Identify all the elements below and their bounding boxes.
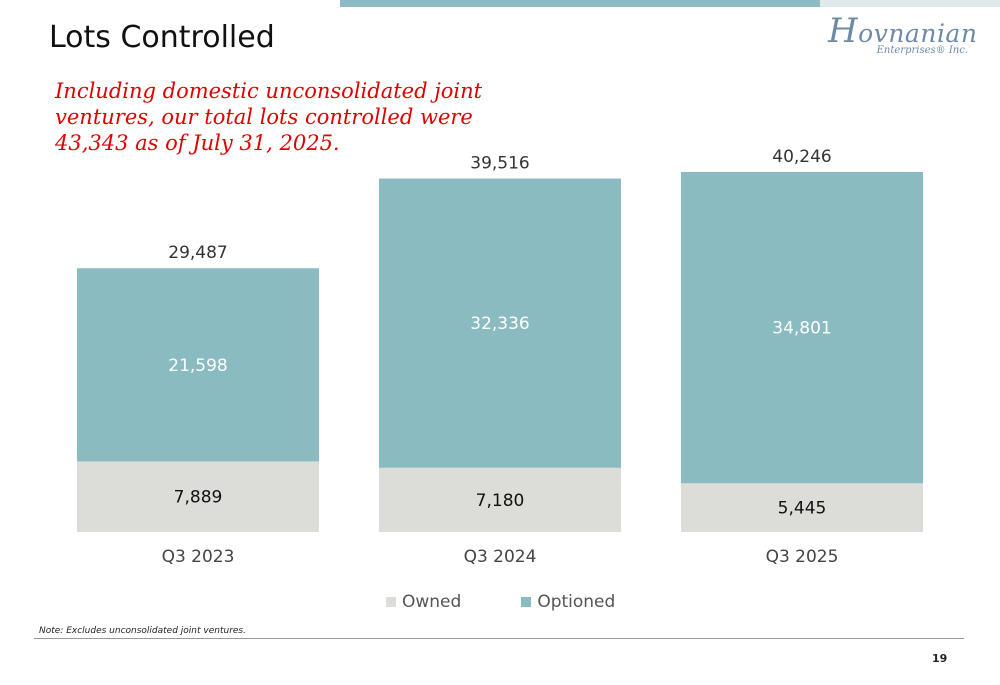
category-tick-label: Q3 2025 <box>766 547 839 567</box>
logo-subtitle: Enterprises® Inc. <box>876 45 968 56</box>
slide-title: Lots Controlled <box>49 20 275 55</box>
data-label-total: 39,516 <box>470 154 529 174</box>
lots-controlled-chart: 7,889 21,598 29,487 Q3 2023 7,180 32,336 39,51… <box>77 147 923 567</box>
callout-line: ventures, our total lots controlled were <box>55 105 473 129</box>
data-label-optioned: 32,336 <box>470 314 529 334</box>
footnote: Note: Excludes unconsolidated joint vent… <box>39 626 246 636</box>
bar-optioned <box>77 268 319 462</box>
data-label-total: 29,487 <box>168 243 227 263</box>
bar-owned <box>379 467 621 532</box>
data-label-optioned: 21,598 <box>168 356 227 376</box>
bar-optioned <box>379 178 621 468</box>
callout-line: Including domestic unconsolidated joint <box>55 79 483 103</box>
data-label-optioned: 34,801 <box>772 319 831 339</box>
category-tick-label: Q3 2023 <box>162 547 235 567</box>
data-label-total: 40,246 <box>772 147 831 167</box>
data-label-owned: 5,445 <box>778 499 827 519</box>
logo-wordmark: Hovnanian <box>828 14 977 48</box>
data-label-owned: 7,180 <box>476 491 525 511</box>
legend-label-optioned: Optioned <box>537 592 616 612</box>
legend-item-optioned: Optioned <box>521 592 615 612</box>
page-number: 19 <box>932 652 948 665</box>
logo-wordmark-rest: ovnanian <box>858 19 978 48</box>
header-accent-band <box>340 0 820 7</box>
legend-swatch-owned <box>386 597 396 607</box>
company-logo: Hovnanian Enterprises® Inc. <box>828 14 977 62</box>
bar-owned <box>681 483 923 532</box>
bar-optioned <box>681 172 923 484</box>
callout-line: 43,343 as of July 31, 2025. <box>55 131 340 155</box>
legend-label-owned: Owned <box>402 592 462 612</box>
data-label-owned: 7,889 <box>174 488 223 508</box>
bar-owned <box>77 461 319 532</box>
header-accent-band-light <box>820 0 1000 7</box>
chart-legend: Owned Optioned <box>386 592 615 612</box>
footer-divider <box>34 638 964 639</box>
legend-swatch-optioned <box>521 597 532 607</box>
logo-initial: H <box>828 11 859 51</box>
callout-text: Including domestic unconsolidated joint … <box>55 78 695 156</box>
category-tick-label: Q3 2024 <box>464 547 537 567</box>
legend-item-owned: Owned <box>386 592 461 612</box>
